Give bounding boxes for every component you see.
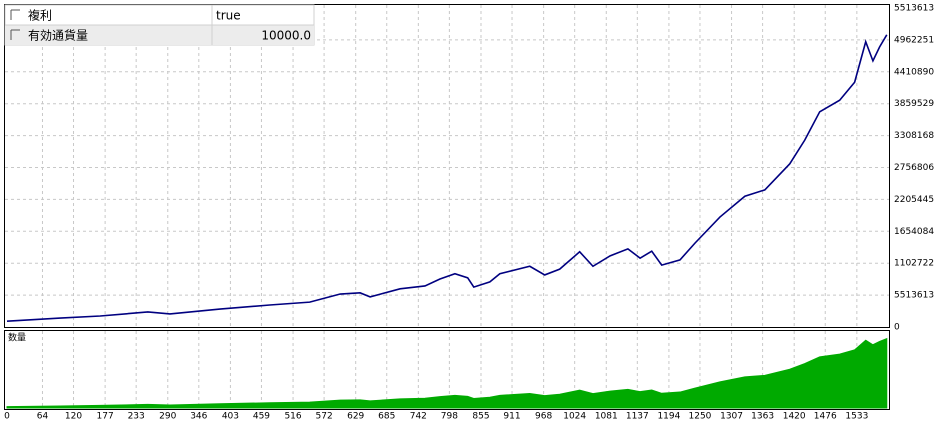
x-tick-label: 1250 bbox=[689, 412, 712, 422]
x-tick-label: 290 bbox=[159, 412, 176, 422]
x-tick-label: 403 bbox=[222, 412, 239, 422]
x-tick-label: 0 bbox=[4, 412, 10, 422]
checkbox[interactable] bbox=[10, 9, 20, 20]
table-row-highlight bbox=[5, 25, 314, 45]
x-tick-label: 742 bbox=[410, 412, 427, 422]
x-tick-label: 855 bbox=[472, 412, 489, 422]
x-tick-label: 1363 bbox=[751, 412, 774, 422]
x-tick-label: 1024 bbox=[563, 412, 586, 422]
x-tick-label: 911 bbox=[503, 412, 520, 422]
param-name: 複利 bbox=[28, 8, 52, 23]
main-panel bbox=[4, 4, 890, 328]
x-tick-label: 64 bbox=[37, 412, 49, 422]
x-tick-label: 1533 bbox=[845, 412, 868, 422]
volume-area bbox=[6, 337, 888, 409]
x-tick-label: 346 bbox=[190, 412, 207, 422]
x-tick-label: 459 bbox=[253, 412, 270, 422]
y-tick-label: 16540840 bbox=[894, 227, 934, 237]
param-value: true bbox=[216, 9, 241, 23]
y-tick-label: 27568066 bbox=[894, 163, 934, 173]
checkbox[interactable] bbox=[10, 29, 20, 40]
volume-label: 数量 bbox=[8, 332, 26, 344]
y-tick-label: 49622519 bbox=[894, 35, 934, 45]
x-tick-label: 233 bbox=[128, 412, 145, 422]
y-tick-label: 33081680 bbox=[894, 131, 934, 141]
x-tick-label: 1137 bbox=[626, 412, 649, 422]
x-tick-label: 120 bbox=[65, 412, 82, 422]
param-name: 有効通貨量 bbox=[28, 28, 88, 43]
y-tick-label: 11027227 bbox=[894, 259, 934, 269]
y-tick-label: 38595293 bbox=[894, 99, 934, 109]
balance-line bbox=[6, 34, 888, 323]
x-tick-label: 1420 bbox=[783, 412, 806, 422]
x-tick-label: 798 bbox=[441, 412, 458, 422]
y-tick-label: 44108906 bbox=[894, 67, 934, 77]
y-tick-label: 5513613 bbox=[894, 291, 934, 301]
x-tick-label: 629 bbox=[347, 412, 364, 422]
x-tick-label: 685 bbox=[378, 412, 395, 422]
y-tick-label: 22054453 bbox=[894, 195, 934, 205]
x-tick-label: 1307 bbox=[720, 412, 743, 422]
parameter-table: 複利 true 有効通貨量 10000.0 bbox=[4, 4, 315, 46]
x-tick-label: 968 bbox=[535, 412, 552, 422]
x-tick-label: 177 bbox=[97, 412, 114, 422]
x-tick-label: 1194 bbox=[657, 412, 680, 422]
param-value: 10000.0 bbox=[261, 29, 311, 43]
x-tick-label: 516 bbox=[284, 412, 301, 422]
y-tick-label: 0 bbox=[894, 323, 900, 333]
y-tick-label: 55136133 bbox=[894, 4, 934, 14]
x-tick-label: 1476 bbox=[814, 412, 837, 422]
x-tick-label: 1081 bbox=[595, 412, 618, 422]
x-tick-label: 572 bbox=[316, 412, 333, 422]
